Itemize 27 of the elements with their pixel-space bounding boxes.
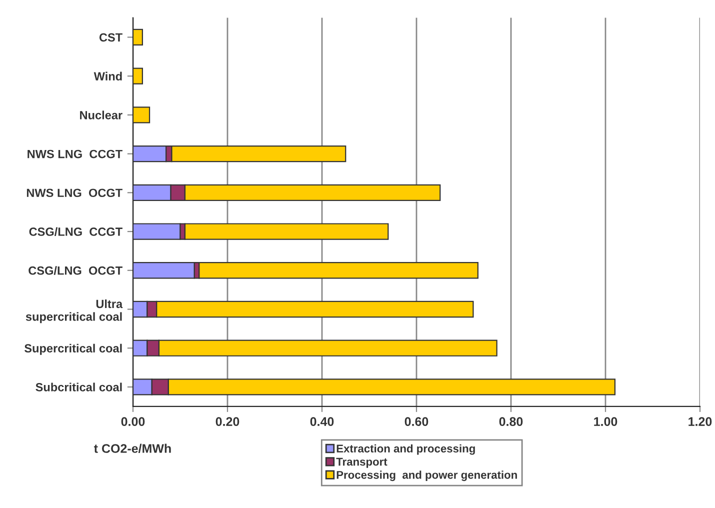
y-tick-label: CSG/LNG OCGT: [28, 266, 122, 275]
y-tick-label: Nuclear: [80, 110, 122, 120]
x-tick-label: 0.80: [499, 417, 523, 426]
y-tick-label: Supercritical coal: [24, 344, 122, 355]
y-tick-label: Ultra supercritical coal: [26, 299, 123, 324]
y-tick-label: NWS LNG CCGT: [28, 150, 122, 158]
x-tick-label: 0.40: [310, 417, 334, 426]
bar: [132, 145, 167, 162]
y-tick-label: CST: [99, 33, 122, 42]
y-tick-label: Subcritical coal: [36, 382, 122, 392]
x-tick-label: 0.60: [404, 417, 428, 426]
x-tick-label: 0.20: [216, 417, 240, 426]
bar: [132, 262, 195, 279]
bar: [132, 28, 143, 46]
y-tick-label: Wind: [94, 72, 122, 80]
bar: [132, 68, 143, 84]
bar: [132, 106, 150, 124]
legend-label: Transport: [336, 458, 388, 468]
x-tick-label: 0.00: [121, 417, 145, 426]
y-tick-label: CSG/LNG CCGT: [29, 227, 122, 236]
x-axis-title: t CO2-e/MWh: [94, 444, 171, 454]
x-tick-label: 1.00: [594, 417, 618, 426]
y-tick-label: NWS LNG OCGT: [26, 188, 122, 198]
bar: [132, 223, 181, 240]
x-tick-label: 1.20: [688, 417, 712, 426]
legend-label: Processing and power generation: [336, 470, 517, 482]
legend-label: Extraction and processing: [336, 444, 475, 455]
